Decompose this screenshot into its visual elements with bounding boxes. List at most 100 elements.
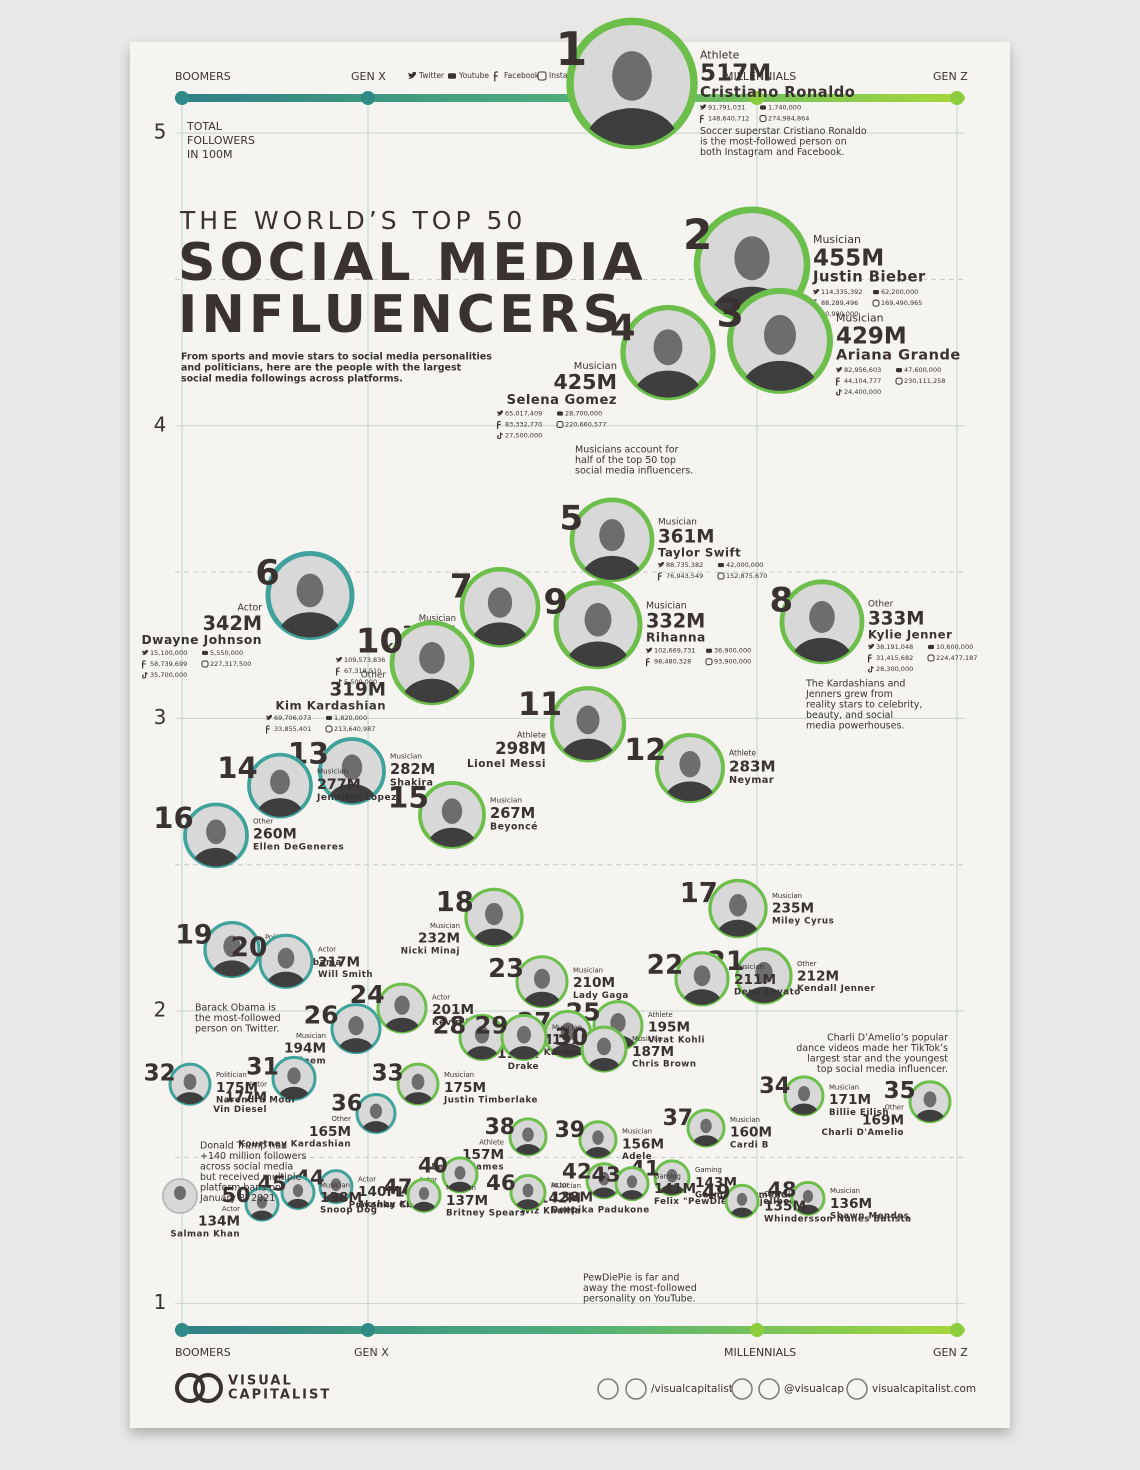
influencer-name: Selena Gomez <box>507 393 617 408</box>
portrait-body <box>278 612 342 638</box>
platform-followers: 65,017,409 <box>505 410 542 418</box>
influencer-note: is the most-followed person on <box>700 137 847 148</box>
legend-label: Youtube <box>458 71 489 80</box>
category: Actor <box>249 1081 267 1089</box>
platform-followers: 36,900,000 <box>714 647 751 655</box>
annotation: half of the top 50 top <box>575 455 676 466</box>
portrait-body <box>278 1086 310 1100</box>
twitter-icon <box>813 289 819 295</box>
portrait-body <box>286 1198 310 1209</box>
twitter-icon <box>497 410 503 416</box>
tiktok-icon <box>497 432 503 439</box>
rank: 29 <box>475 1011 509 1039</box>
follower-count: 142M <box>539 1191 581 1207</box>
influencer-name: Chris Brown <box>632 1060 697 1070</box>
logo-mark <box>193 1373 223 1403</box>
influencer-name: Wiz Khalifa <box>521 1206 581 1216</box>
portrait-head <box>584 602 612 637</box>
instagram-icon <box>759 115 767 123</box>
platform-followers: 230,111,258 <box>904 377 945 385</box>
influencer-name: Drake <box>508 1062 539 1072</box>
platform-followers: 169,490,965 <box>881 299 922 307</box>
rank: 47 <box>384 1174 413 1198</box>
follower-count: 260M <box>253 827 297 843</box>
platform-followers: 1,820,000 <box>334 714 367 722</box>
influencer-name: Kim Kardashian <box>276 698 386 712</box>
annotation: Barack Obama is <box>195 1003 276 1014</box>
portrait-head <box>485 902 503 926</box>
follower-count: 165M <box>309 1124 351 1140</box>
follower-count: 141M <box>654 1181 696 1197</box>
portrait-head <box>418 1187 430 1200</box>
portrait-head <box>736 1192 748 1206</box>
instagram-icon <box>895 377 903 385</box>
platform-followers: 10,600,000 <box>936 643 973 651</box>
influencer-name: Ellen DeGeneres <box>253 843 344 853</box>
follower-count: 361M <box>658 527 715 548</box>
category: Other <box>884 1104 904 1112</box>
portrait-head <box>419 641 445 674</box>
portrait-body <box>743 986 785 1003</box>
category: Musician <box>552 1023 582 1031</box>
platform-followers: 88,735,382 <box>666 561 703 569</box>
annotation: Donald Trump had <box>200 1141 287 1152</box>
bar-node <box>950 1323 964 1337</box>
category: Musician <box>646 600 687 611</box>
youtube-icon <box>928 644 934 650</box>
follower-count: 135M <box>764 1199 806 1215</box>
rank: 17 <box>680 878 718 909</box>
annotation: Musicians account for <box>575 445 679 456</box>
platform-followers: 28,300,000 <box>876 665 913 673</box>
platform-followers: 5,500,000 <box>344 678 377 686</box>
portrait-body <box>584 1146 612 1158</box>
youtube-icon <box>202 650 208 656</box>
facebook-icon <box>497 420 501 430</box>
category: Musician <box>632 1035 662 1043</box>
portrait-body <box>620 1190 644 1200</box>
influencer: 40Actor144MPriyanka Chopra <box>349 1153 479 1210</box>
portrait-head <box>411 1073 425 1090</box>
category: Musician <box>430 922 460 930</box>
category: Musician <box>734 963 764 971</box>
rank: 5 <box>560 498 584 538</box>
influencer-name: Vin Diesel <box>213 1105 267 1115</box>
portrait-head <box>487 587 513 618</box>
portrait-body <box>915 1109 945 1122</box>
portrait-body <box>428 827 476 847</box>
portrait-body <box>211 960 253 977</box>
bar-node <box>950 91 964 105</box>
rank: 11 <box>518 686 562 723</box>
platform-followers: 5,550,000 <box>210 649 243 657</box>
follower-count: 134M <box>198 1214 240 1230</box>
follower-count: 136M <box>830 1196 872 1212</box>
rank: 6 <box>255 552 279 593</box>
y-tick-label: 3 <box>154 705 167 729</box>
rank: 38 <box>485 1115 515 1140</box>
portrait-head <box>341 754 363 781</box>
instagram-icon <box>556 421 564 429</box>
influencer-name: Taylor Swift <box>658 546 741 560</box>
follower-count: 429M <box>836 323 907 349</box>
y-tick-label: 5 <box>154 120 167 144</box>
influencer-note: Soccer superstar Cristiano Ronaldo <box>700 126 867 137</box>
portrait-head <box>764 314 796 355</box>
portrait-body <box>465 1046 499 1060</box>
portrait-head <box>534 968 550 989</box>
influencer-name: Whindersson Nunes Batista <box>764 1215 912 1225</box>
category: Musician <box>551 1182 581 1190</box>
influencer-name: Miley Cyrus <box>772 916 834 926</box>
rank: 40 <box>418 1153 448 1178</box>
platform-followers: 38,191,048 <box>876 643 913 651</box>
portrait-head <box>923 1091 937 1108</box>
y-axis-label: IN 100M <box>187 148 232 161</box>
rank: 43 <box>592 1163 621 1187</box>
